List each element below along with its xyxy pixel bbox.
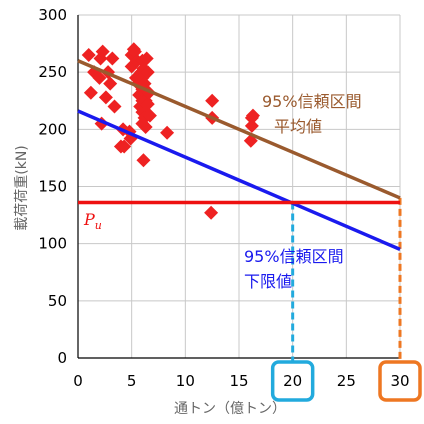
data-point [105,51,120,66]
data-points [81,42,260,220]
data-point [95,44,110,59]
data-point [83,85,98,100]
data-point [160,125,175,140]
data-point [244,118,259,133]
data-point [117,139,132,154]
x-tick-label: 25 [337,372,356,390]
tick-labels: 051015202530050100150200250300 [38,6,409,390]
x-tick-label: 0 [73,372,83,390]
mean-line [77,59,401,200]
reference-lines [291,197,402,361]
data-point [107,99,122,114]
y-tick-label: 100 [38,235,67,253]
data-point [140,97,155,112]
highlight-box-label: 30 [390,372,409,390]
pu-label: Pu [83,210,102,232]
y-axis-label: 載荷荷重(kN) [14,145,30,231]
data-point [204,205,219,220]
data-point [103,76,118,91]
lower-label-line2: 下限値 [244,272,292,291]
lower-label-line1: 95%信頼区間 [244,247,344,266]
lower-limit-line [77,109,401,251]
data-point [245,108,260,123]
highlight-box-30 [378,360,422,402]
x-axis-label: 通トン（億トン） [174,401,286,417]
highlight-boxes: 20 30 [270,360,422,402]
gridlines [77,14,401,359]
pu-label-subscript: u [95,219,102,232]
mean-label-line1: 95%信頼区間 [262,92,362,111]
mean-label-line2: 平均値 [274,117,322,136]
data-point [138,120,153,135]
y-tick-label: 200 [38,120,67,138]
fit-lines [77,59,401,251]
x-tick-label: 5 [127,372,137,390]
highlight-box-20 [270,360,315,402]
data-point [92,70,107,85]
y-tick-label: 250 [38,63,67,81]
y-tick-label: 50 [48,292,67,310]
data-point [205,93,220,108]
y-tick-label: 0 [57,349,67,367]
data-point [98,90,113,105]
data-point [136,153,151,168]
pu-label-main: P [83,210,95,229]
y-tick-label: 300 [38,6,67,24]
x-tick-label: 10 [176,372,195,390]
x-tick-label: 15 [229,372,248,390]
highlight-box-label: 20 [283,372,302,390]
y-tick-label: 150 [38,178,67,196]
data-point [81,48,96,63]
data-point [142,108,157,123]
data-point [139,51,154,66]
data-point [140,65,155,80]
